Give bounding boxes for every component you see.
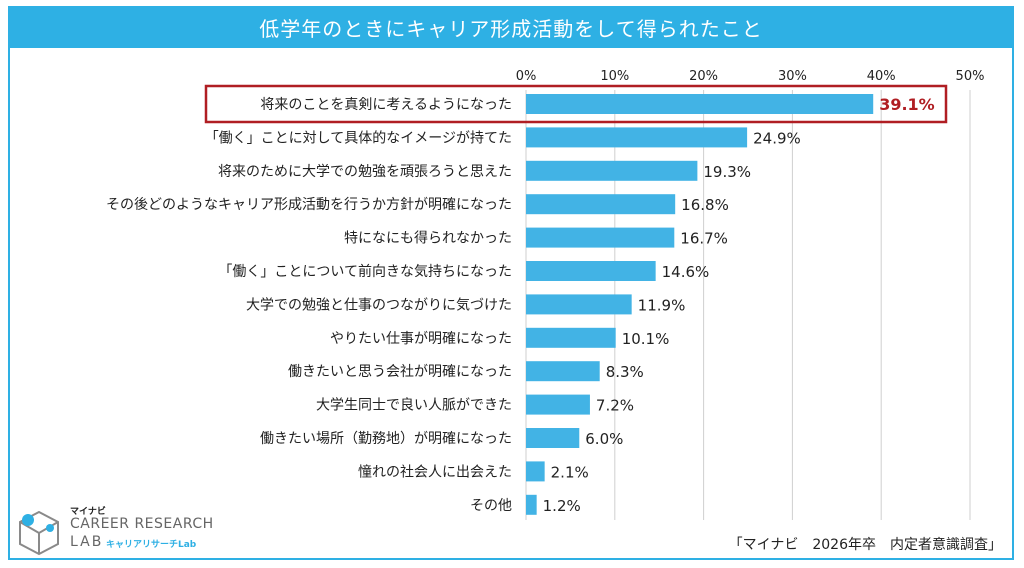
x-axis-ticks: 0% 10% 20% 30% 40% 50% [516,69,985,84]
category-label: 憧れの社会人に出会えた [358,464,512,480]
highlight-rect [204,84,948,124]
value-label: 39.1% [879,95,935,114]
category-label: 特になにも得られなかった [344,230,512,247]
category-label: その後どのようなキャリア形成活動を行うか方針が明確になった [106,197,512,213]
value-label: 10.1% [622,330,670,348]
tick-label: 40% [867,69,896,84]
category-label: 「働く」ことに対して具体的なイメージが持てた [205,130,512,146]
bar [526,194,676,215]
tick-label: 20% [689,69,718,84]
bar [526,261,656,281]
tick-label: 30% [778,69,807,84]
value-label: 2.1% [551,463,589,481]
value-label: 24.9% [753,129,801,147]
value-label: 11.9% [638,296,686,314]
category-label: その他 [470,498,512,514]
bar [526,394,590,415]
logo-brand: マイナビ [70,507,106,517]
logo-line1: CAREER RESEARCH [70,516,214,532]
category-label: 大学での勉強と仕事のつながりに気づけた [246,297,512,313]
category-label: 働きたい場所（勤務地）が明確になった [260,431,512,447]
value-label: 19.3% [703,163,751,181]
bars [526,94,874,515]
bar [526,227,675,248]
bar [526,361,600,382]
value-label: 14.6% [662,263,710,281]
category-label: 「働く」ことについて前向きな気持ちになった [218,263,512,280]
value-label: 8.3% [606,363,644,381]
highlight-box [204,84,948,124]
tick-label: 50% [956,69,985,84]
bar [526,127,748,148]
bar [526,294,632,315]
logo-line2: LAB [70,534,104,550]
tick-label: 0% [516,69,537,84]
value-label: 16.7% [680,230,728,248]
value-label: 6.0% [585,430,623,448]
category-label: 大学生同士で良い人脈ができた [316,398,512,414]
category-label: やりたい仕事が明確になった [330,331,512,347]
source-note: 「マイナビ 2026年卒 内定者意識調査」 [728,537,1002,553]
bar [526,327,616,348]
value-labels: 39.1% 24.9%19.3% 16.8% 16.7% 14.6% 11.9% 10.1%… [543,95,935,515]
logo-sub: キャリアリサーチLab [106,540,197,550]
career-research-lab-logo: マイナビ CAREER RESEARCH LAB キャリアリサーチLab [14,504,234,556]
chart-title: 低学年のときにキャリア形成活動をして得られたこと [8,6,1014,48]
category-label: 働きたいと思う会社が明確になった [288,364,512,380]
category-label: 将来のことを真剣に考えるようになった [260,97,512,113]
value-label: 7.2% [596,397,634,415]
bar [526,494,537,515]
bar [526,94,874,114]
category-label: 将来のために大学での勉強を頑張ろうと思えた [218,164,512,180]
bar [526,160,698,181]
cube-logo-icon [19,510,59,556]
bar [526,461,545,482]
category-labels: 将来のことを真剣に考えるようになった「働く」ことに対して具体的なイメージが持てた… [106,97,512,514]
bar [526,428,580,448]
tick-label: 10% [600,69,629,84]
value-label: 1.2% [543,497,581,515]
value-label: 16.8% [681,196,729,214]
